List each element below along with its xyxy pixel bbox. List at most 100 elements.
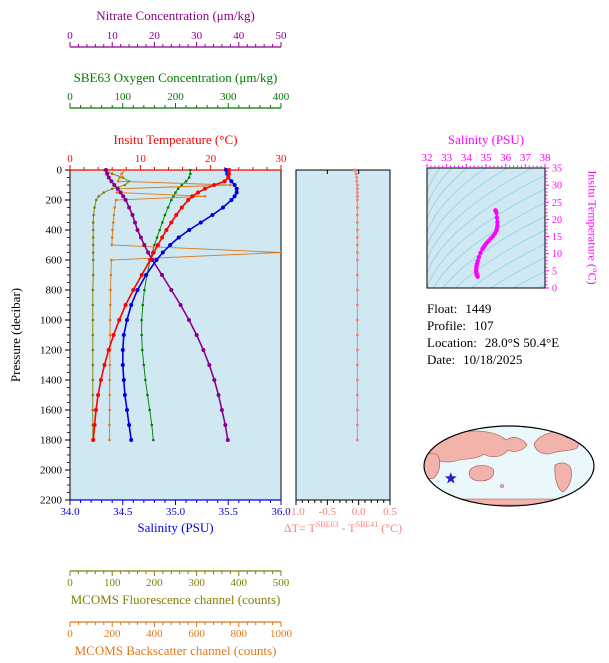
svg-text:100: 100 xyxy=(104,577,121,589)
svg-text:0: 0 xyxy=(57,165,63,177)
svg-text:25: 25 xyxy=(552,198,562,209)
svg-text:33: 33 xyxy=(441,152,453,164)
salinity-axis-title: Salinity (PSU) xyxy=(137,520,214,535)
delta-t-label-sup1: SBE63 xyxy=(315,520,339,529)
map-land xyxy=(424,429,579,506)
svg-text:36: 36 xyxy=(500,152,512,164)
svg-text:5: 5 xyxy=(552,266,557,277)
delta-t-plot: -1.0 -0.5 0.0 0.5 xyxy=(287,169,397,518)
svg-text:0: 0 xyxy=(67,577,73,589)
profile-number-value: 107 xyxy=(474,318,494,333)
svg-text:1600: 1600 xyxy=(40,405,63,417)
svg-text:37: 37 xyxy=(520,152,532,164)
date-value: 10/18/2025 xyxy=(463,352,523,367)
svg-text:1800: 1800 xyxy=(40,435,63,447)
profile-plot xyxy=(69,169,282,501)
svg-text:10: 10 xyxy=(107,30,119,42)
location-value: 28.0°S 50.4°E xyxy=(484,335,560,350)
fluorescence-axis-title: MCOMS Fluorescence channel (counts) xyxy=(70,592,281,607)
location-label: Location: xyxy=(427,335,477,350)
oxygen-axis: 0 100 200 300 400 xyxy=(67,91,290,109)
svg-text:15: 15 xyxy=(552,232,562,243)
svg-text:400: 400 xyxy=(231,577,248,589)
delta-t-plot-area xyxy=(295,169,391,501)
svg-text:10: 10 xyxy=(552,249,562,260)
svg-text:2000: 2000 xyxy=(40,465,63,477)
delta-t-axis-title: ΔT= TSBE63 - TSBE41 (°C) xyxy=(278,520,408,536)
svg-text:34.0: 34.0 xyxy=(60,506,80,518)
svg-text:10: 10 xyxy=(135,153,147,165)
svg-text:0.0: 0.0 xyxy=(352,506,366,518)
svg-text:600: 600 xyxy=(188,628,205,640)
svg-text:40: 40 xyxy=(233,30,245,42)
svg-text:35: 35 xyxy=(481,152,493,164)
location-row: Location: 28.0°S 50.4°E xyxy=(427,334,559,351)
ts-curve xyxy=(474,208,500,279)
ts-plot-area xyxy=(427,168,545,288)
float-id-label: Float: xyxy=(427,301,458,316)
world-map xyxy=(423,425,595,507)
ts-temperature-axis-title: Insitu Temperature (°C) xyxy=(585,170,600,285)
svg-text:30: 30 xyxy=(191,30,203,42)
float-id-row: Float: 1449 xyxy=(427,300,559,317)
backscatter-axis-title: MCOMS Backscatter channel (counts) xyxy=(74,643,277,658)
svg-text:30: 30 xyxy=(276,153,288,165)
temperature-axis: 0 10 20 30 xyxy=(67,153,288,171)
ts-diagram: 32 33 34 35 36 37 38 0 5 10 15 20 25 30 35 xyxy=(422,152,563,295)
svg-text:34.5: 34.5 xyxy=(113,506,133,518)
svg-text:1000: 1000 xyxy=(40,315,63,327)
map-outline xyxy=(423,425,595,507)
svg-text:800: 800 xyxy=(231,628,248,640)
svg-text:-0.5: -0.5 xyxy=(319,506,337,518)
delta-t-label-sup2: SBE41 xyxy=(355,520,379,529)
svg-text:0: 0 xyxy=(67,153,73,165)
svg-text:200: 200 xyxy=(167,91,184,103)
svg-text:0: 0 xyxy=(67,30,73,42)
profile-plot-area xyxy=(69,169,282,501)
svg-text:35.0: 35.0 xyxy=(166,506,186,518)
svg-text:-1.0: -1.0 xyxy=(287,506,305,518)
pressure-axis: 0 200 400 600 800 1000 1200 1400 1600 1800 2000 220… xyxy=(40,165,70,507)
delta-t-label-part: (°C) xyxy=(378,521,403,535)
svg-text:300: 300 xyxy=(220,91,237,103)
svg-text:1400: 1400 xyxy=(40,375,63,387)
svg-text:800: 800 xyxy=(46,285,63,297)
float-info-block: Float: 1449 Profile: 107 Location: 28.0°S 5… xyxy=(427,300,559,368)
svg-text:200: 200 xyxy=(104,628,121,640)
svg-text:500: 500 xyxy=(273,577,290,589)
delta-t-label-part: - T xyxy=(338,521,356,535)
svg-text:200: 200 xyxy=(146,577,163,589)
temperature-axis-title: Insitu Temperature (°C) xyxy=(113,132,238,147)
svg-text:32: 32 xyxy=(422,152,433,164)
svg-text:400: 400 xyxy=(273,91,290,103)
svg-text:50: 50 xyxy=(276,30,288,42)
svg-text:38: 38 xyxy=(540,152,552,164)
float-location-star-icon xyxy=(444,472,457,484)
svg-text:200: 200 xyxy=(46,195,63,207)
svg-text:30: 30 xyxy=(552,181,562,192)
salinity-axis: 34.0 34.5 35.0 35.5 36.0 xyxy=(60,499,291,518)
svg-text:1200: 1200 xyxy=(40,345,63,357)
salinity-profile-curve xyxy=(120,168,239,442)
svg-text:100: 100 xyxy=(115,91,132,103)
float-id-value: 1449 xyxy=(465,301,492,316)
svg-text:0: 0 xyxy=(67,628,73,640)
pressure-axis-title: Pressure (decibar) xyxy=(8,287,23,383)
svg-text:400: 400 xyxy=(46,225,63,237)
svg-text:2200: 2200 xyxy=(40,495,63,507)
temperature-profile-curve xyxy=(91,168,231,442)
backscatter-profile-curve xyxy=(108,168,283,442)
svg-text:20: 20 xyxy=(149,30,161,42)
isopycnal-contours xyxy=(427,168,545,288)
svg-text:600: 600 xyxy=(46,255,63,267)
oxygen-axis-title: SBE63 Oxygen Concentration (μm/kg) xyxy=(73,70,278,85)
fluorescence-axis: 0 100 200 300 400 500 xyxy=(67,570,290,589)
ts-salinity-axis-title: Salinity (PSU) xyxy=(447,132,525,147)
svg-text:1000: 1000 xyxy=(270,628,293,640)
nitrate-axis: 0 10 20 30 40 50 xyxy=(67,30,288,48)
delta-t-curve xyxy=(353,168,359,442)
date-row: Date: 10/18/2025 xyxy=(427,351,559,368)
date-label: Date: xyxy=(427,352,456,367)
